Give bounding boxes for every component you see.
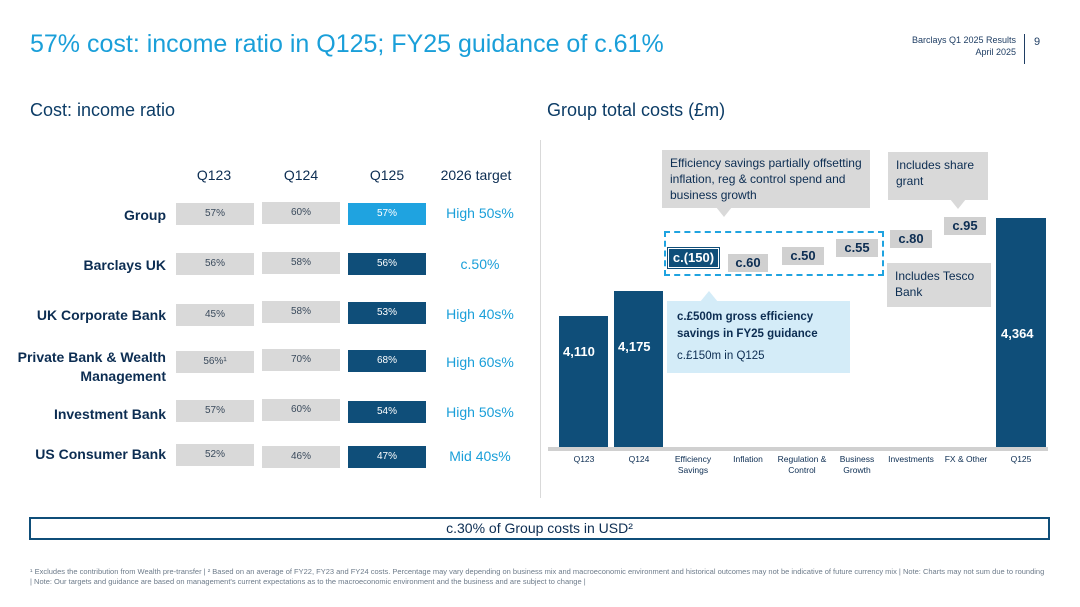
target-investment-bank: High 50s%	[446, 404, 514, 420]
footnote: ¹ Excludes the contribution from Wealth …	[30, 567, 1045, 586]
cell-pbwm-q123: 56%¹	[176, 351, 254, 373]
x-label-q125: Q125	[1010, 454, 1032, 464]
cell-barclays-uk-q124: 58%	[262, 252, 340, 274]
x-label-investments: Investments	[888, 454, 934, 464]
usd-costs-note: c.30% of Group costs in USD²	[29, 517, 1050, 540]
chart-x-axis	[548, 447, 1048, 451]
section-divider	[540, 140, 541, 498]
step-inflation: c.60	[728, 254, 768, 272]
cell-ukcb-q125: 53%	[348, 302, 426, 324]
col-header-q125: Q125	[369, 167, 405, 183]
group-costs-section-title: Group total costs (£m)	[547, 100, 726, 120]
x-label-inflation: Inflation	[733, 454, 763, 464]
col-header-q123: Q123	[196, 167, 232, 183]
row-label-us-consumer-bank: US Consumer Bank	[35, 446, 166, 462]
report-name: Barclays Q1 2025 Results	[911, 35, 1016, 45]
page-number: 9	[1034, 36, 1041, 48]
cell-group-q124: 60%	[262, 202, 340, 224]
cell-group-q125: 57%	[348, 203, 426, 225]
bar-label-q125: 4,364	[1001, 326, 1034, 341]
cell-barclays-uk-q123: 56%	[176, 253, 254, 275]
row-label-private-bank-wealth: Private Bank & Wealth Management	[17, 349, 166, 384]
row-label-investment-bank: Investment Bank	[53, 406, 166, 422]
target-us-consumer-bank: Mid 40s%	[449, 448, 511, 464]
cell-pbwm-q125: 68%	[348, 350, 426, 372]
bar-label-q124: 4,175	[618, 339, 651, 354]
target-group: High 50s%	[446, 205, 514, 221]
report-date: April 2025	[975, 47, 1016, 57]
col-header-q124: Q124	[283, 167, 319, 183]
cell-uscb-q123: 52%	[176, 444, 254, 466]
cost-income-section-title: Cost: income ratio	[30, 100, 176, 120]
x-label-fx-other: FX & Other	[944, 454, 988, 464]
callout-share-grant-pointer	[950, 199, 966, 209]
bar-q124	[614, 290, 663, 447]
cell-barclays-uk-q125: 56%	[348, 253, 426, 275]
report-info: Barclays Q1 2025 Results April 2025	[912, 34, 1016, 58]
page-title: 57% cost: income ratio in Q125; FY25 gui…	[30, 30, 664, 58]
cell-ukcb-q123: 45%	[176, 304, 254, 326]
step-business-growth: c.55	[836, 239, 878, 257]
x-label-regulation-control: Regulation & Control	[777, 454, 827, 475]
cell-ib-q124: 60%	[262, 399, 340, 421]
col-header-target: 2026 target	[440, 167, 512, 183]
step-fx-other: c.95	[944, 217, 986, 235]
callout-efficiency-savings: Efficiency savings partially offsetting …	[662, 150, 870, 208]
callout-efficiency-pointer	[716, 207, 732, 217]
cell-ukcb-q124: 58%	[262, 301, 340, 323]
info-pointer	[700, 291, 718, 302]
header-divider	[1024, 34, 1025, 64]
cell-ib-q125: 54%	[348, 401, 426, 423]
x-label-efficiency-savings: Efficiency Savings	[674, 454, 712, 475]
efficiency-highlight-box	[664, 231, 884, 276]
efficiency-guidance-info: c.£500m gross efficiency savings in FY25…	[667, 301, 850, 373]
cell-ib-q123: 57%	[176, 400, 254, 422]
callout-tesco-bank: Includes Tesco Bank	[887, 263, 991, 307]
x-label-business-growth: Business Growth	[839, 454, 875, 475]
row-label-barclays-uk: Barclays UK	[83, 257, 167, 273]
row-label-uk-corporate-bank: UK Corporate Bank	[36, 307, 166, 323]
efficiency-guidance-title: c.£500m gross efficiency savings in FY25…	[677, 311, 818, 340]
bar-q125	[996, 218, 1046, 447]
step-investments: c.80	[890, 230, 932, 248]
target-barclays-uk: c.50%	[460, 256, 500, 272]
cell-uscb-q125: 47%	[348, 446, 426, 468]
bar-label-q123: 4,110	[563, 344, 595, 359]
cell-group-q123: 57%	[176, 203, 254, 225]
target-private-bank-wealth: High 60s%	[446, 354, 514, 370]
efficiency-guidance-sub: c.£150m in Q125	[677, 350, 765, 362]
cell-uscb-q124: 46%	[262, 446, 340, 468]
cell-pbwm-q124: 70%	[262, 349, 340, 371]
bar-q123	[559, 315, 608, 447]
x-label-q123: Q123	[573, 454, 595, 464]
target-uk-corporate-bank: High 40s%	[446, 306, 514, 322]
x-label-q124: Q124	[628, 454, 650, 464]
step-regulation-control: c.50	[782, 247, 824, 265]
callout-share-grant: Includes share grant	[888, 152, 988, 200]
row-label-group: Group	[124, 207, 166, 223]
step-efficiency-savings: c.(150)	[668, 248, 719, 268]
